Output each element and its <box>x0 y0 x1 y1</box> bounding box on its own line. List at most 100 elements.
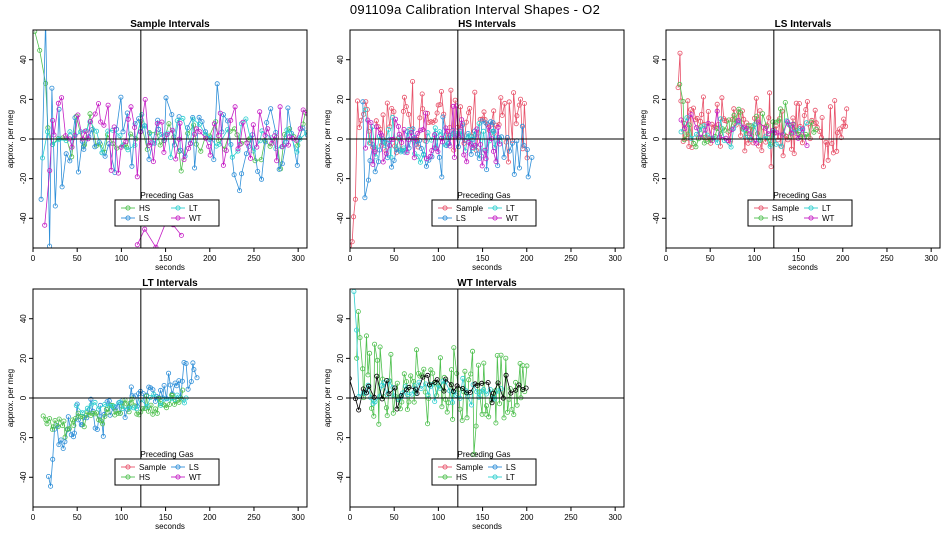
data-point <box>501 154 507 160</box>
data-point <box>469 144 475 150</box>
data-point <box>698 118 704 124</box>
data-point <box>509 406 515 412</box>
data-point <box>158 387 164 393</box>
data-point <box>417 115 423 121</box>
data-point <box>157 142 163 148</box>
data-point <box>442 396 448 402</box>
data-point <box>371 413 377 419</box>
x-tick-label: 0 <box>31 254 36 263</box>
data-point <box>399 140 405 146</box>
legend-entry-sample: Sample <box>438 204 484 213</box>
data-point <box>524 155 530 161</box>
x-tick-label: 150 <box>476 513 490 522</box>
data-point <box>418 127 424 133</box>
data-point <box>425 372 431 378</box>
y-tick-label: -20 <box>19 431 28 443</box>
series-lt <box>73 391 189 416</box>
data-point <box>481 109 487 115</box>
data-point <box>413 386 419 392</box>
data-point <box>784 118 790 124</box>
data-point <box>468 151 474 157</box>
series-layer <box>350 289 530 457</box>
data-point <box>793 100 799 106</box>
data-point <box>438 89 444 95</box>
data-point <box>731 106 737 112</box>
data-point <box>414 347 420 353</box>
data-point <box>691 140 697 146</box>
data-point <box>485 380 491 386</box>
data-point <box>459 417 465 423</box>
data-point <box>447 143 453 149</box>
data-point <box>203 132 209 138</box>
legend-label: LT <box>506 473 515 482</box>
data-point <box>437 102 443 108</box>
legend-box <box>431 458 537 486</box>
data-point <box>454 383 460 389</box>
data-point <box>56 106 62 112</box>
data-point <box>75 112 81 118</box>
data-point <box>350 376 352 381</box>
legend: Sample LS HS LT <box>431 458 537 486</box>
data-point <box>419 91 425 97</box>
y-tick-label: 20 <box>652 94 661 103</box>
data-point <box>194 126 200 132</box>
data-point <box>123 139 129 145</box>
x-tick-label: 150 <box>159 513 173 522</box>
data-point <box>401 127 407 133</box>
data-point <box>432 132 438 138</box>
data-point <box>79 413 85 419</box>
data-point <box>474 389 480 395</box>
data-point <box>159 119 165 125</box>
data-point <box>765 131 771 137</box>
data-point <box>284 127 290 133</box>
y-tick-label: -40 <box>652 212 661 224</box>
data-point <box>474 126 480 132</box>
x-axis-label: seconds <box>472 522 502 531</box>
data-point <box>220 162 226 168</box>
data-point <box>425 392 431 398</box>
legend-label: WT <box>189 473 202 482</box>
data-point <box>825 157 831 163</box>
data-point <box>166 370 172 376</box>
data-point <box>391 109 397 115</box>
data-point <box>779 143 785 149</box>
data-point <box>514 113 520 119</box>
legend-entry-wt: WT <box>804 214 835 223</box>
data-point <box>146 156 152 162</box>
data-point <box>796 101 802 107</box>
data-point <box>462 368 468 374</box>
data-point <box>132 125 138 131</box>
data-point <box>741 124 747 130</box>
data-point <box>129 396 135 402</box>
data-point <box>159 132 165 138</box>
data-point <box>40 413 46 419</box>
data-point <box>353 396 359 402</box>
y-tick-label: 40 <box>336 314 345 323</box>
panel-hs-intervals: HS Intervals 0 50 100 150 200 250 300 -40 -20 0 20 4… <box>323 19 625 272</box>
legend-title: Preceding Gas <box>141 191 194 200</box>
data-point <box>423 110 429 116</box>
legend-label: Sample <box>456 463 484 472</box>
data-point <box>287 126 293 132</box>
data-point <box>182 153 188 159</box>
y-tick-label: 40 <box>336 55 345 64</box>
series-line-lt <box>680 116 807 148</box>
data-point <box>844 106 850 112</box>
data-point <box>450 416 456 422</box>
data-point <box>73 402 79 408</box>
data-point <box>812 107 818 113</box>
data-point <box>818 135 824 141</box>
data-point <box>285 142 291 148</box>
data-point <box>161 137 167 143</box>
data-point <box>44 421 50 427</box>
data-point <box>100 421 106 427</box>
data-point <box>176 378 182 384</box>
data-point <box>300 107 306 113</box>
data-point <box>190 360 196 366</box>
data-point <box>71 434 77 440</box>
data-point <box>151 391 157 397</box>
data-point <box>496 122 502 128</box>
data-point <box>481 387 487 393</box>
data-point <box>432 125 438 131</box>
data-point <box>767 142 773 148</box>
